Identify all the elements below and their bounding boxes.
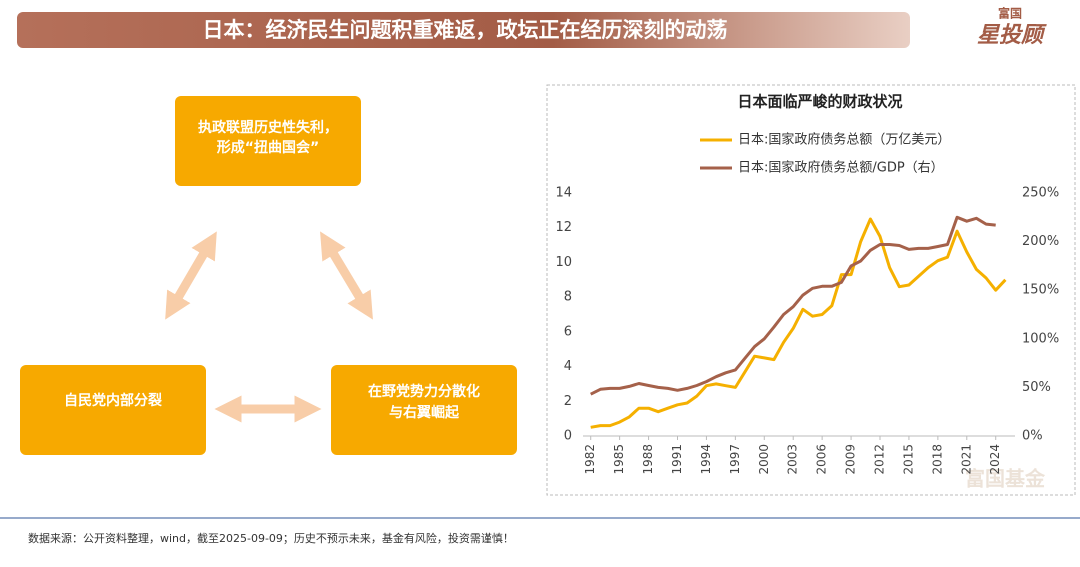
x-tick-label: 1988 bbox=[641, 444, 655, 475]
header-title: 日本：经济民生问题积重难返，政坛正在经历深刻的动荡 bbox=[203, 18, 728, 42]
x-tick-label: 1994 bbox=[699, 444, 713, 475]
logo-top: 富国 bbox=[998, 6, 1022, 21]
y-tick-label: 2 bbox=[564, 394, 572, 409]
x-tick-label: 1991 bbox=[670, 444, 684, 475]
watermark: 富国基金 bbox=[965, 467, 1046, 491]
footer: 数据来源：公开资料整理，wind，截至2025-09-09；历史不预示未来，基金… bbox=[28, 531, 514, 545]
logo-main: 星投顾 bbox=[977, 23, 1047, 48]
x-tick-label: 2012 bbox=[873, 444, 887, 475]
node-box bbox=[175, 96, 361, 186]
x-tick-label: 2009 bbox=[844, 444, 858, 475]
y-tick-label: 4 bbox=[564, 359, 572, 374]
y-tick-label: 6 bbox=[564, 324, 572, 339]
node-label: 在野党势力分散化 bbox=[368, 383, 480, 400]
legend-label: 日本:国家政府债务总额/GDP（右） bbox=[738, 160, 944, 176]
arrow bbox=[165, 231, 217, 320]
y-tick-label: 12 bbox=[555, 220, 572, 235]
y-tick-label: 8 bbox=[564, 290, 572, 305]
y-tick-label: 0 bbox=[564, 429, 572, 444]
arrow bbox=[320, 231, 373, 320]
y2-tick-label: 100% bbox=[1022, 331, 1059, 346]
y2-tick-label: 150% bbox=[1022, 283, 1059, 298]
x-tick-label: 2015 bbox=[901, 444, 915, 475]
x-tick-label: 2021 bbox=[959, 444, 973, 475]
node-box bbox=[331, 365, 517, 455]
x-tick-label: 2006 bbox=[815, 444, 829, 475]
node-label: 与右翼崛起 bbox=[389, 404, 460, 421]
y2-tick-label: 0% bbox=[1022, 429, 1043, 444]
diagram: 执政联盟历史性失利， 形成“扭曲国会” 自民党内部分裂 在野党势力分散化 与右翼… bbox=[20, 96, 517, 455]
y2-tick-label: 250% bbox=[1022, 186, 1059, 201]
x-tick-label: 1997 bbox=[728, 444, 742, 475]
x-tick-label: 1982 bbox=[583, 444, 597, 475]
chart-title: 日本面临严峻的财政状况 bbox=[737, 93, 902, 111]
x-tick-label: 1985 bbox=[612, 444, 626, 475]
series-line bbox=[590, 217, 1007, 429]
legend-label: 日本:国家政府债务总额（万亿美元） bbox=[738, 132, 950, 148]
x-tick-label: 2000 bbox=[757, 444, 771, 475]
y-tick-label: 14 bbox=[555, 186, 572, 201]
y-tick-label: 10 bbox=[555, 255, 572, 270]
y2-tick-label: 50% bbox=[1022, 380, 1051, 395]
x-tick-label: 2003 bbox=[786, 444, 800, 475]
node-box bbox=[20, 365, 206, 455]
node-label: 形成“扭曲国会” bbox=[217, 139, 319, 156]
node-label: 执政联盟历史性失利， bbox=[198, 119, 338, 136]
y2-tick-label: 200% bbox=[1022, 234, 1059, 249]
x-tick-label: 2024 bbox=[988, 444, 1002, 475]
x-tick-label: 2018 bbox=[930, 444, 944, 475]
header-bar bbox=[17, 12, 910, 48]
series-line bbox=[590, 215, 996, 396]
chart-frame bbox=[546, 84, 1076, 496]
node-label: 自民党内部分裂 bbox=[64, 392, 162, 409]
